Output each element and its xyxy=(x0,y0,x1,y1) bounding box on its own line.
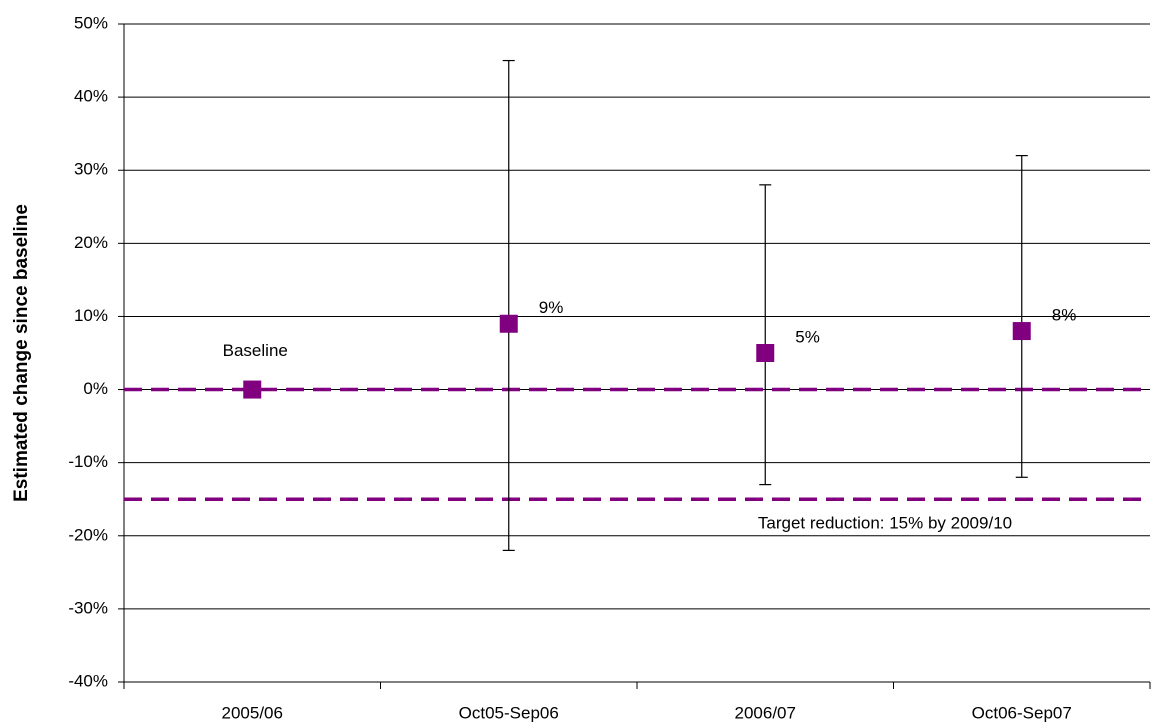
value-label: 9% xyxy=(539,298,564,317)
y-tick-label: 10% xyxy=(74,306,108,325)
reference-label: Target reduction: 15% by 2009/10 xyxy=(758,514,1012,533)
marker xyxy=(499,314,518,333)
marker xyxy=(1012,322,1031,341)
annotation: Baseline xyxy=(223,341,288,360)
x-tick-label: Oct06-Sep07 xyxy=(972,703,1072,722)
marker xyxy=(756,344,775,362)
y-tick-label: -30% xyxy=(68,598,108,617)
value-label: 5% xyxy=(795,327,820,346)
y-tick-label: 30% xyxy=(74,160,108,179)
x-tick-label: Oct05-Sep06 xyxy=(459,703,559,722)
value-label: 8% xyxy=(1052,306,1077,325)
y-tick-label: -40% xyxy=(68,671,108,690)
marker xyxy=(243,380,262,399)
y-axis-label: Estimated change since baseline xyxy=(11,204,32,502)
y-tick-label: 0% xyxy=(83,379,108,398)
x-tick-label: 2006/07 xyxy=(735,703,796,722)
y-tick-label: -20% xyxy=(68,525,108,544)
y-tick-label: 20% xyxy=(74,233,108,252)
y-tick-label: 40% xyxy=(74,87,108,106)
y-tick-label: -10% xyxy=(68,452,108,471)
x-tick-label: 2005/06 xyxy=(222,703,283,722)
y-tick-label: 50% xyxy=(74,13,108,32)
